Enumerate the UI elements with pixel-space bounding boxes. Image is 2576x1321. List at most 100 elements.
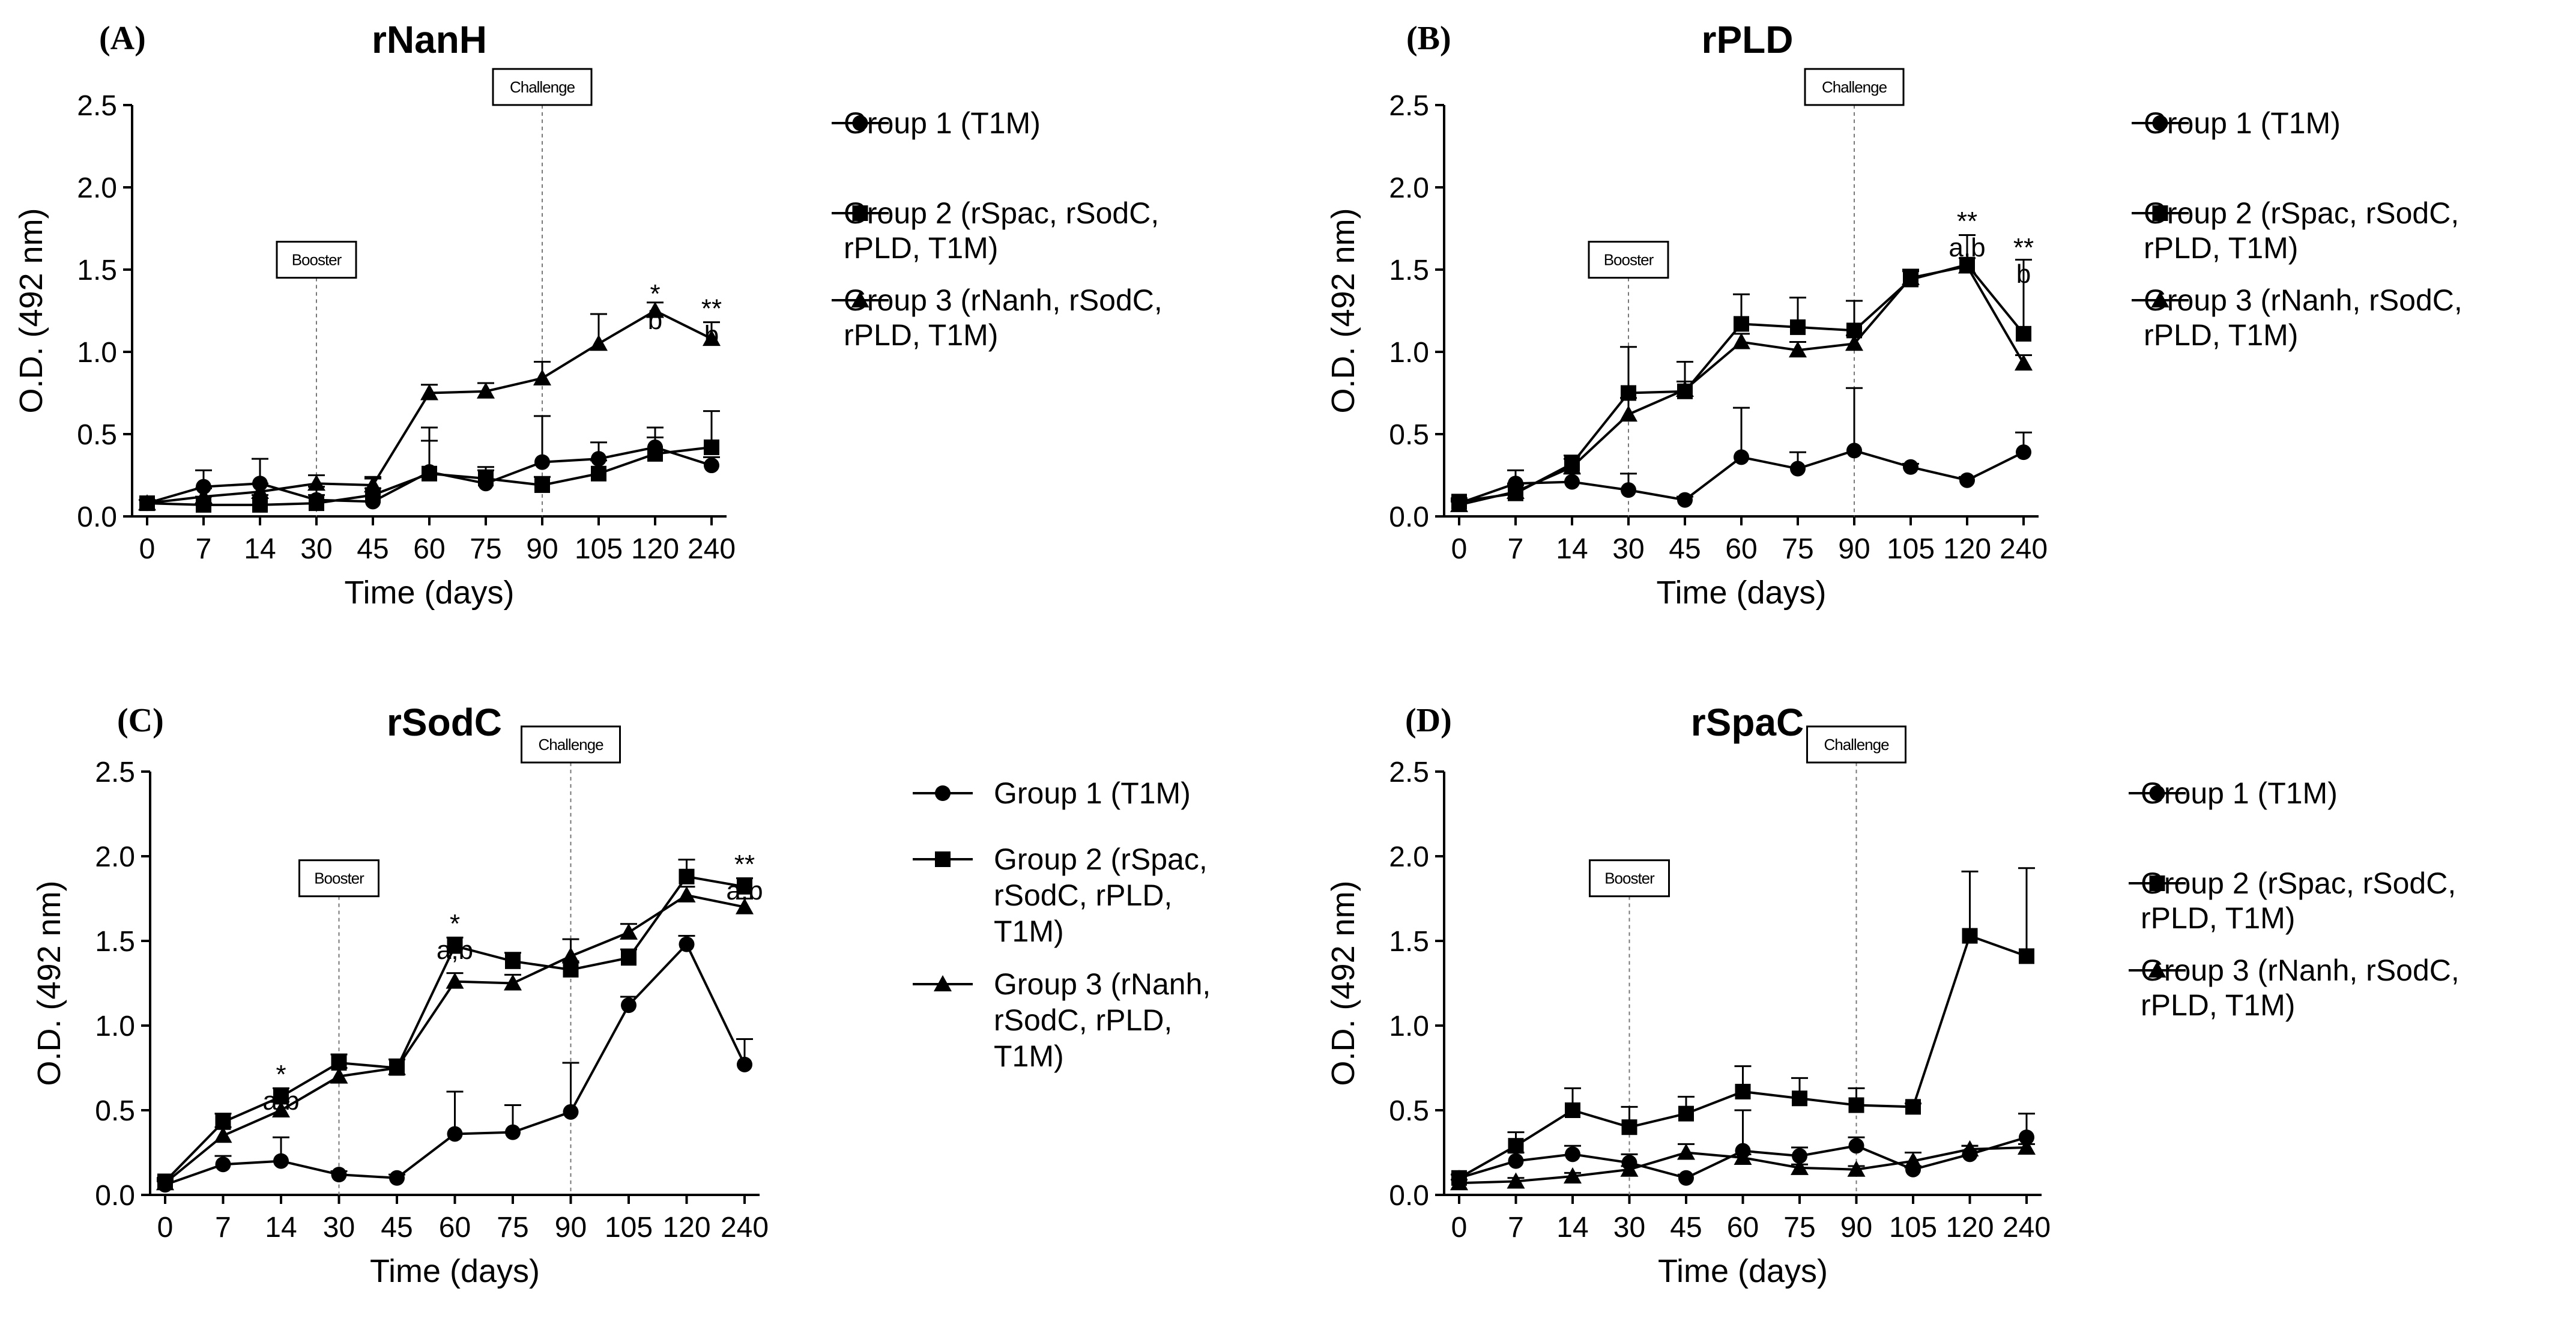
significance-label: ** [1957, 207, 1977, 236]
x-tick-label: 0 [1451, 533, 1468, 565]
x-axis-label: Time (days) [1658, 1253, 1828, 1289]
y-tick-label: 0.5 [1389, 419, 1429, 451]
data-point [1790, 461, 1806, 477]
event-box [1588, 241, 1669, 279]
legend-label: rSodC, rPLD, [994, 878, 1172, 912]
data-point [1790, 319, 1806, 335]
x-tick-label: 240 [2000, 533, 2048, 565]
data-point [1792, 1090, 1807, 1107]
data-point [1677, 1143, 1695, 1160]
panel-label: (D) [1405, 702, 1452, 739]
data-point [703, 330, 721, 346]
x-tick-label: 7 [196, 533, 212, 565]
x-tick-label: 75 [1783, 1212, 1815, 1244]
event-box [492, 68, 593, 106]
y-tick-label: 1.5 [1389, 926, 1429, 958]
data-point [737, 878, 752, 895]
event-box [1804, 68, 1905, 106]
significance-label: b [2016, 259, 2031, 289]
event-label: Challenge [510, 78, 575, 96]
data-point [1677, 492, 1693, 508]
data-point [477, 382, 495, 399]
data-point [534, 454, 550, 470]
legend-marker [852, 205, 868, 221]
data-point [1848, 1138, 1864, 1154]
legend-label: T1M) [994, 914, 1064, 948]
data-point [563, 1104, 579, 1120]
data-point [309, 495, 324, 512]
legend-label: Group 1 (T1M) [844, 106, 1041, 140]
data-point [1732, 333, 1750, 349]
data-point [388, 1059, 406, 1075]
x-tick-label: 14 [265, 1212, 297, 1244]
x-tick-label: 14 [244, 533, 276, 565]
data-point [1905, 1099, 1921, 1115]
chart-panel-2: (B) rPLD 0.0 0.5 1.0 1.5 2.0 2.5 0 7 14 30 45 60 75 90 1… [1325, 18, 2463, 611]
y-tick-label: 0.0 [1389, 1180, 1429, 1212]
legend-label: Group 1 (T1M) [2144, 106, 2341, 140]
data-point [156, 1174, 174, 1191]
panel-label: (B) [1406, 20, 1451, 57]
data-point [1791, 1158, 1809, 1175]
event-box [521, 725, 621, 764]
data-point [534, 477, 550, 493]
data-point [138, 494, 156, 511]
legend-label: Group 2 (rSpac, rSodC, [2144, 196, 2459, 230]
x-tick-label: 240 [2003, 1212, 2051, 1244]
data-point [1734, 1148, 1752, 1165]
data-point [505, 1124, 521, 1140]
data-point [1508, 1153, 1524, 1169]
x-axis-label: Time (days) [370, 1253, 540, 1289]
y-tick-label: 0.0 [1389, 501, 1429, 533]
data-point [389, 1170, 405, 1186]
legend-label: rPLD, T1M) [2141, 988, 2295, 1022]
data-point [563, 961, 579, 978]
x-tick-label: 90 [526, 533, 558, 565]
data-point [2016, 325, 2031, 342]
event-box [298, 859, 379, 898]
data-point [679, 868, 695, 884]
data-point [737, 1056, 752, 1072]
x-axis-label: Time (days) [1656, 575, 1826, 611]
legend-label: Group 3 (rNanh, rSodC, [2141, 954, 2460, 987]
data-point [2016, 444, 2031, 461]
data-point [1507, 1172, 1525, 1189]
event-box [276, 241, 357, 279]
significance-label: ** [734, 850, 755, 879]
data-point [591, 451, 606, 467]
x-tick-label: 7 [1508, 533, 1524, 565]
event-label: Challenge [538, 736, 603, 754]
y-tick-label: 0.5 [1389, 1095, 1429, 1127]
event-box [1589, 859, 1670, 898]
y-tick-label: 0.0 [77, 501, 117, 533]
y-axis-label: O.D. (492 nm) [1325, 880, 1361, 1086]
data-point [736, 898, 754, 914]
data-point [1958, 257, 1976, 274]
event-label: Challenge [1824, 736, 1889, 754]
data-point [621, 997, 636, 1014]
data-point [1678, 1105, 1694, 1122]
chart-panel-1: (A) rNanH 0.0 0.5 1.0 1.5 2.0 2.5 0 7 14 30 45 60 75 90… [13, 18, 1163, 611]
data-point [2015, 354, 2033, 371]
y-tick-label: 2.5 [95, 757, 135, 788]
data-point [1564, 1167, 1582, 1183]
legend-marker [851, 291, 869, 307]
data-point [364, 476, 382, 492]
data-point [446, 972, 464, 989]
data-point [1621, 482, 1636, 498]
significance-label: a,b [726, 876, 763, 905]
data-point [505, 953, 521, 969]
legend-label: rPLD, T1M) [844, 231, 998, 265]
series-triangle [156, 886, 754, 1191]
x-tick-label: 60 [413, 533, 445, 565]
data-point [1565, 1146, 1580, 1162]
legend-label: Group 1 (T1M) [2141, 776, 2338, 810]
panel-label: (C) [117, 702, 164, 739]
data-point [504, 974, 522, 991]
x-tick-label: 105 [575, 533, 623, 565]
legend-marker [852, 115, 868, 131]
significance-label: * [450, 909, 460, 939]
data-point [1845, 334, 1863, 351]
data-point [561, 947, 580, 964]
